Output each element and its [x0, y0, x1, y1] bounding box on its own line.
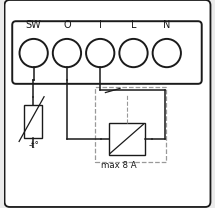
Text: -t°: -t° — [28, 141, 39, 150]
Circle shape — [119, 39, 148, 67]
Bar — [109, 123, 145, 155]
Text: max 8 A: max 8 A — [101, 161, 137, 170]
Circle shape — [20, 39, 48, 67]
Bar — [95, 87, 166, 162]
Circle shape — [53, 39, 81, 67]
Circle shape — [153, 39, 181, 67]
Circle shape — [86, 39, 114, 67]
Text: O: O — [63, 20, 71, 30]
Text: I: I — [99, 20, 102, 30]
Text: SW: SW — [26, 20, 41, 30]
Text: L: L — [131, 20, 136, 30]
FancyBboxPatch shape — [5, 0, 210, 207]
Bar — [24, 105, 42, 138]
FancyBboxPatch shape — [12, 21, 202, 84]
Text: N: N — [163, 20, 170, 30]
